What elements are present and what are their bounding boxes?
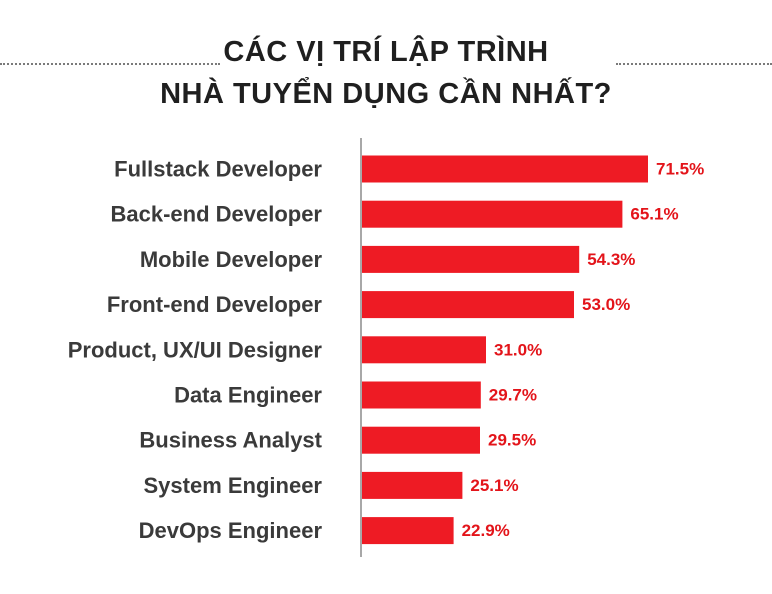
category-label: Back-end Developer xyxy=(110,202,322,227)
bar xyxy=(362,291,574,319)
title-dotted-rule-right xyxy=(616,63,772,65)
value-label: 53.0% xyxy=(582,295,630,314)
bar xyxy=(362,155,648,183)
category-label: DevOps Engineer xyxy=(139,518,323,543)
value-label: 31.0% xyxy=(494,340,542,359)
bar xyxy=(362,471,463,499)
bar xyxy=(362,336,486,364)
value-label: 25.1% xyxy=(470,476,518,495)
category-label: Fullstack Developer xyxy=(114,157,322,182)
value-label: 29.7% xyxy=(489,386,537,405)
category-label: Data Engineer xyxy=(174,383,322,408)
bar xyxy=(362,426,480,454)
bar xyxy=(362,245,580,273)
chart-title-line-2: NHÀ TUYỂN DỤNG CẦN NHẤT? xyxy=(160,78,612,110)
bar xyxy=(362,381,481,409)
value-label: 29.5% xyxy=(488,431,536,450)
value-label: 65.1% xyxy=(630,205,678,224)
category-label: Business Analyst xyxy=(139,428,322,453)
category-label: System Engineer xyxy=(143,473,322,498)
value-label: 54.3% xyxy=(587,250,635,269)
bar xyxy=(362,517,454,545)
value-label: 22.9% xyxy=(462,521,510,540)
title-dotted-rule-left xyxy=(0,63,220,65)
category-label: Front-end Developer xyxy=(107,292,323,317)
chart-title-line-1: CÁC VỊ TRÍ LẬP TRÌNH xyxy=(223,36,549,68)
bar xyxy=(362,200,623,228)
category-label: Mobile Developer xyxy=(140,247,323,272)
value-label: 71.5% xyxy=(656,160,704,179)
category-label: Product, UX/UI Designer xyxy=(68,337,323,362)
